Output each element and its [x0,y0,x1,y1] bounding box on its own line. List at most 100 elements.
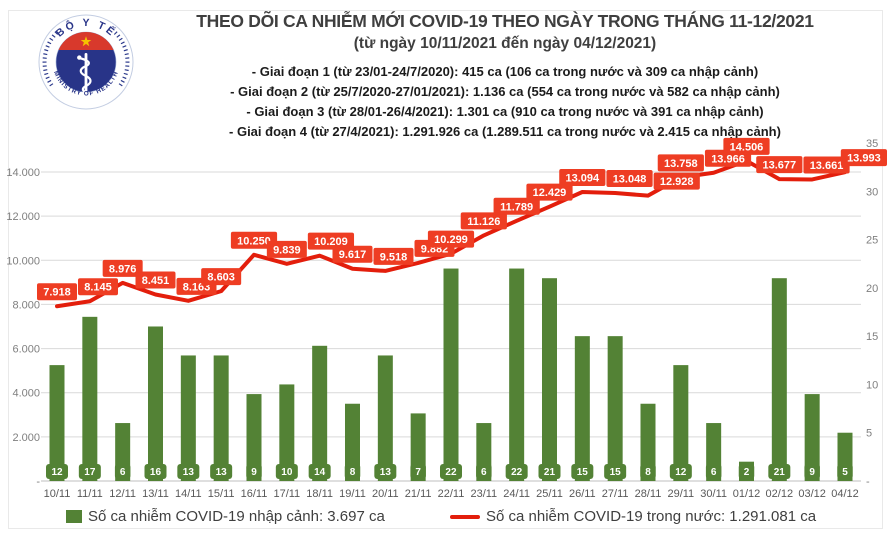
bar-value-label: 13 [183,467,195,478]
page-subtitle: (từ ngày 10/11/2021 đến ngày 04/12/2021) [353,35,657,52]
x-axis-label: 13/11 [142,488,169,500]
right-axis-tick-label: 10 [866,379,878,391]
x-axis-label: 30/11 [700,488,727,500]
right-axis-tick-label: 35 [866,138,878,150]
right-axis-tick-label: 25 [866,235,878,247]
bar [344,403,360,481]
bar [509,268,525,481]
bar-value-label: 21 [774,467,786,478]
bar [246,394,262,481]
bar-value-badge [46,464,68,479]
bar-value-badge [439,464,462,479]
x-axis-label: 04/12 [831,488,859,500]
logo-snake-icon [77,56,92,94]
left-axis-tick-label: 14.000 [6,167,40,179]
bar-value-label: 21 [544,467,556,478]
line-value-label: 8.145 [84,282,112,294]
legend-item-imported: Số ca nhiễm COVID-19 nhập cảnh: 3.697 ca [66,508,385,525]
stage-2-annotation: - Giai đoạn 2 (từ 25/7/2020-27/01/2021):… [230,84,780,99]
line-value-label: 10.250 [237,235,271,247]
bar-value-badge [410,464,426,479]
x-axis-label: 25/11 [536,488,563,500]
line-value-badge [803,156,850,174]
line-value-label: 9.617 [339,249,367,261]
x-axis-label: 17/11 [273,488,300,500]
x-axis-label: 29/11 [667,488,694,500]
x-axis-label: 19/11 [339,488,366,500]
right-axis-tick-label: - [866,476,870,488]
bar [147,326,163,481]
line-value-label: 13.048 [613,174,647,186]
bar [49,365,65,481]
bar-value-badge [804,464,820,479]
bar-value-label: 15 [610,467,622,478]
bar [607,336,623,481]
left-axis-tick-label: 12.000 [6,211,40,223]
bar-value-label: 13 [380,467,392,478]
bar-value-badge [344,464,361,479]
line-value-badge [653,172,700,190]
legend-imported-label: Số ca nhiễm COVID-19 nhập cảnh: 3.697 ca [88,508,385,525]
line-value-label: 8.976 [109,263,137,275]
bar [82,316,98,481]
line-value-badge [756,156,803,174]
line-value-label: 13.661 [810,160,844,172]
bar-value-badge [476,464,492,479]
line-value-label: 9.518 [380,251,408,263]
stage-3-annotation: - Giai đoạn 3 (từ 28/01-26/4/2021): 1.30… [246,104,764,119]
line-value-label: 10.299 [434,234,468,246]
bar-value-badge [669,464,692,479]
line-value-label: 8.451 [142,275,170,287]
bar-value-label: 22 [445,467,457,478]
line-value-badge [307,232,355,250]
bar-value-label: 17 [84,467,96,478]
line-value-label: 13.758 [664,158,698,170]
bar [804,394,820,481]
left-axis-tick-label: 4.000 [12,388,40,400]
bar-value-badge [604,464,627,479]
line-value-label: 13.966 [711,153,745,165]
bar [279,384,295,481]
stage-4-annotation: - Giai đoạn 4 (từ 27/4/2021): 1.291.926 … [229,124,781,139]
line-value-badge [493,197,540,215]
bar-value-label: 9 [809,467,815,478]
legend-item-domestic: Số ca nhiễm COVID-19 trong nước: 1.291.0… [450,508,816,525]
bar [640,403,656,481]
line-value-badge [723,137,770,155]
line-value-badge [78,278,118,296]
x-axis-label: 28/11 [635,488,662,500]
line-value-badge [460,212,507,230]
left-axis-tick-label: 6.000 [12,344,40,356]
left-axis-tick-label: 8.000 [12,299,40,311]
bar-value-badge [275,464,298,479]
line-value-badge [230,231,278,249]
bar-value-label: 12 [51,467,63,478]
bar-value-label: 10 [281,467,293,478]
x-axis-label: 18/11 [306,488,333,500]
bar-value-label: 9 [251,467,257,478]
bar [443,268,459,481]
line-value-badge [373,247,414,265]
bar [377,355,393,481]
x-axis-label: 02/12 [766,488,794,500]
line-value-badge [526,183,573,201]
bar-value-badge [144,464,167,479]
bar-value-badge [705,464,722,479]
line-value-badge [332,245,373,263]
logo-staff-icon [84,53,88,92]
bar-value-label: 6 [711,467,717,478]
line-value-badge [37,283,77,301]
bar-value-label: 2 [744,467,750,478]
x-axis-label: 24/11 [503,488,530,500]
bar-value-label: 6 [120,467,126,478]
line-value-label: 12.429 [533,187,567,199]
bar [771,278,787,481]
line-value-label: 7.918 [43,287,71,299]
x-axis-label: 16/11 [241,488,268,500]
stage-1-annotation: - Giai đoạn 1 (từ 23/01-24/7/2020): 415 … [251,64,759,79]
bar [312,345,328,481]
x-axis-label: 01/12 [733,488,761,500]
bar-series-swatch [66,510,82,523]
line-value-badge [657,154,704,172]
